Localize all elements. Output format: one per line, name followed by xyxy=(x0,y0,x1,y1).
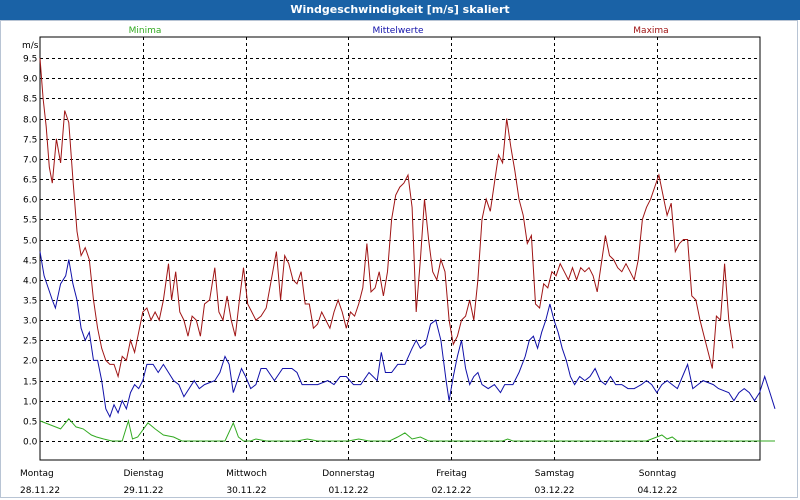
y-tick-label: 6.5 xyxy=(23,176,37,186)
y-tick-label: 4.5 xyxy=(23,257,37,267)
plot-border xyxy=(39,36,761,461)
x-tick-date: 04.12.22 xyxy=(637,486,677,496)
x-tick-date: 02.12.22 xyxy=(431,486,471,496)
y-tick-label: 9.0 xyxy=(23,75,38,85)
x-tick-date: 01.12.22 xyxy=(328,486,368,496)
y-tick-label: 3.0 xyxy=(23,317,38,327)
series-lines xyxy=(39,58,776,442)
y-tick-label: 2.0 xyxy=(23,357,38,367)
x-tick-day: Freitag xyxy=(436,469,467,479)
y-tick-label: 7.5 xyxy=(23,136,37,146)
y-tick-label: 6.0 xyxy=(23,196,38,206)
y-tick-label: 4.0 xyxy=(23,277,38,287)
y-tick-label: 0.5 xyxy=(23,418,37,428)
x-tick-day: Samstag xyxy=(535,469,574,479)
y-tick-label: 1.5 xyxy=(23,378,37,388)
x-tick-day: Sonntag xyxy=(639,469,676,479)
legend-minima: Minima xyxy=(129,26,162,36)
x-tick-date: 28.11.22 xyxy=(20,486,60,496)
y-tick-label: 9.5 xyxy=(23,55,37,65)
x-tick-day: Donnerstag xyxy=(322,469,375,479)
y-tick-label: 0.0 xyxy=(23,438,38,448)
y-tick-label: 3.5 xyxy=(23,297,37,307)
y-tick-label: 8.0 xyxy=(23,116,38,126)
y-tick-label: 5.0 xyxy=(23,237,38,247)
series-maxima-line xyxy=(39,58,734,379)
x-tick-date: 30.11.22 xyxy=(226,486,266,496)
axes: 0.0 0.5 1.0 1.5 2.0 2.5 3.0 3.5 4.0 4.5 5.0 5.5 6.0 6… xyxy=(20,36,761,496)
y-tick-label: 1.0 xyxy=(23,398,38,408)
legend-mittelwerte: Mittelwerte xyxy=(372,26,423,36)
x-tick-day: Mittwoch xyxy=(226,469,267,479)
legend: Minima Mittelwerte Maxima xyxy=(129,26,669,36)
chart-frame xyxy=(0,20,798,498)
chart-title: Windgeschwindigkeit [m/s] skaliert xyxy=(0,0,800,20)
x-tick-day: Montag xyxy=(20,469,54,479)
grid xyxy=(40,37,760,460)
x-tick-day: Dienstag xyxy=(123,469,163,479)
y-axis-label: m/s xyxy=(22,41,39,51)
series-minima-line xyxy=(39,418,775,442)
legend-maxima: Maxima xyxy=(633,26,668,36)
series-mittelwerte-line xyxy=(39,251,776,419)
y-tick-label: 2.5 xyxy=(23,337,37,347)
x-tick-date: 03.12.22 xyxy=(534,486,574,496)
y-tick-label: 8.5 xyxy=(23,95,37,105)
y-tick-label: 5.5 xyxy=(23,216,37,226)
x-tick-date: 29.11.22 xyxy=(123,486,163,496)
y-tick-label: 7.0 xyxy=(23,156,38,166)
